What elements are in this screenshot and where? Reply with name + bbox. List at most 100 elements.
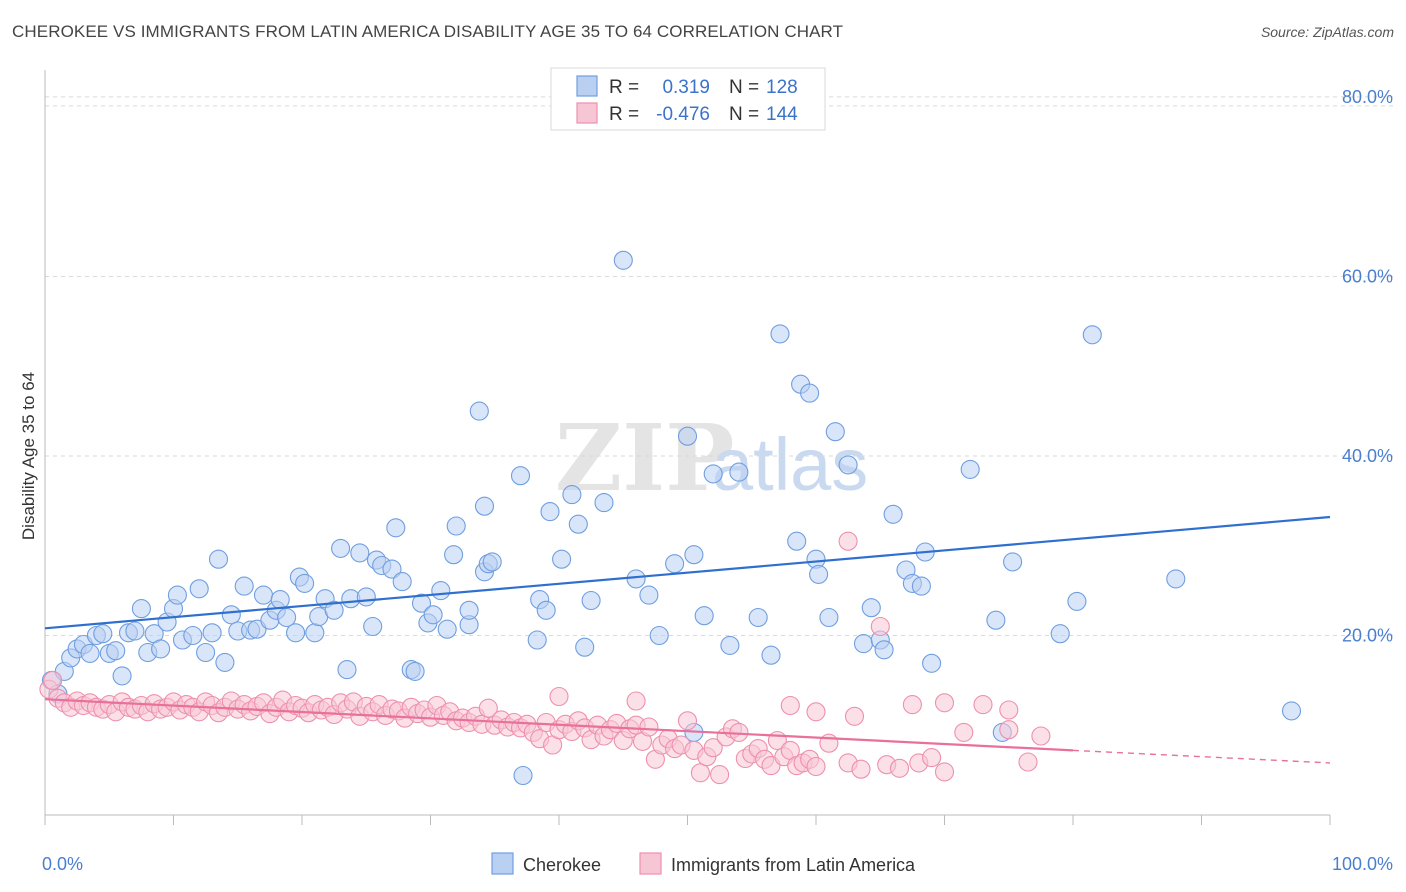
latin-point <box>806 756 826 777</box>
stats-swatch-latin <box>576 102 598 124</box>
cherokee-point <box>431 581 451 601</box>
latin-point <box>844 706 865 726</box>
latin-point <box>1018 752 1038 772</box>
cherokee-point <box>423 605 443 625</box>
chart-title: CHEROKEE VS IMMIGRANTS FROM LATIN AMERIC… <box>12 22 844 41</box>
cherokee-point <box>761 645 781 665</box>
cherokee-point <box>392 572 412 592</box>
latin-point <box>934 693 955 713</box>
y-tick-label-1: 40.0% <box>1342 446 1393 466</box>
cherokee-point <box>677 426 698 446</box>
cherokee-point <box>562 485 582 505</box>
stats-swatch-cherokee <box>576 75 598 97</box>
cherokee-point <box>960 459 980 479</box>
cherokee-point <box>639 585 659 605</box>
cherokee-point <box>482 552 502 572</box>
cherokee-points <box>41 250 1302 786</box>
trend-lines <box>44 515 1331 764</box>
cherokee-point <box>809 564 829 584</box>
stats-n-label-cherokee: N = <box>729 77 759 98</box>
cherokee-point <box>350 543 370 563</box>
cherokee-point <box>234 576 254 596</box>
legend-swatch-cherokee <box>491 852 514 875</box>
y-tick-label-0: 20.0% <box>1342 625 1393 645</box>
stats-r-value-latin: -0.476 <box>656 104 710 125</box>
latin-point <box>934 762 955 782</box>
cherokee-point <box>568 514 588 534</box>
gridlines <box>45 96 1395 636</box>
stats-n-value-cherokee: 128 <box>766 77 798 98</box>
cherokee-point <box>1050 624 1070 644</box>
cherokee-point <box>459 600 479 620</box>
cherokee-point <box>331 538 351 558</box>
y-axis-label: Disability Age 35 to 64 <box>19 372 38 540</box>
cherokee-trend-line <box>44 515 1331 630</box>
cherokee-point <box>469 401 489 421</box>
cherokee-point <box>386 518 406 538</box>
legend-swatch-latin <box>639 852 662 875</box>
cherokee-point <box>474 496 495 516</box>
cherokee-point <box>883 504 903 524</box>
latin-point <box>851 759 871 779</box>
cherokee-point <box>536 600 556 620</box>
latin-point <box>889 758 910 778</box>
stats-r-label-cherokee: R = <box>609 77 639 98</box>
source-credit: Source: ZipAtlas.com <box>1260 24 1394 40</box>
cherokee-point <box>167 585 187 605</box>
cherokee-point <box>527 630 547 650</box>
latin-point <box>954 722 974 742</box>
latin-point <box>710 765 730 785</box>
cherokee-point <box>552 549 572 569</box>
latin-trend-line-extension <box>1072 749 1331 764</box>
cherokee-point <box>649 625 669 646</box>
latin-point <box>922 748 942 768</box>
cherokee-point <box>1003 552 1023 572</box>
y-tick-labels: 20.0% 40.0% 60.0% 80.0% <box>1342 87 1393 646</box>
cherokee-point <box>106 641 126 661</box>
cherokee-point <box>151 639 171 659</box>
stats-n-value-latin: 144 <box>766 104 798 125</box>
x-tick-label-0: 0.0% <box>42 854 83 874</box>
cherokee-point <box>446 516 466 536</box>
cherokee-point <box>825 422 845 442</box>
cherokee-point <box>93 624 113 644</box>
cherokee-point <box>861 598 881 618</box>
cherokee-point <box>613 250 633 270</box>
latin-point <box>902 695 922 715</box>
cherokee-point <box>513 765 533 786</box>
cherokee-point <box>819 607 839 628</box>
latin-point <box>639 717 659 737</box>
cherokee-point <box>594 493 614 513</box>
cherokee-point <box>703 464 723 484</box>
cherokee-point <box>665 554 685 574</box>
latin-trend-line <box>44 698 1074 752</box>
cherokee-point <box>748 607 768 628</box>
legend: Cherokee Immigrants from Latin America <box>491 852 916 875</box>
cherokee-point <box>922 653 942 673</box>
legend-label-cherokee: Cherokee <box>523 855 601 875</box>
latin-point <box>999 720 1019 740</box>
cherokee-point <box>575 637 595 657</box>
cherokee-point <box>131 599 151 619</box>
y-tick-label-2: 60.0% <box>1342 266 1393 286</box>
latin-point <box>626 691 646 711</box>
cherokee-point <box>694 606 714 626</box>
latin-point <box>549 686 569 707</box>
cherokee-point <box>684 545 704 565</box>
stats-r-label-latin: R = <box>609 104 639 125</box>
cherokee-point <box>729 462 749 482</box>
cherokee-point <box>911 576 931 596</box>
cherokee-point <box>581 590 601 611</box>
cherokee-point <box>337 660 357 680</box>
cherokee-point <box>770 324 790 344</box>
cherokee-point <box>183 625 203 646</box>
latin-point <box>703 738 723 758</box>
x-tick-labels: 0.0% 100.0% <box>42 854 1393 874</box>
cherokee-point <box>540 502 560 522</box>
stats-r-value-cherokee: 0.319 <box>662 77 710 98</box>
cherokee-point <box>356 587 376 607</box>
cherokee-point <box>838 455 858 475</box>
latin-point <box>677 711 698 731</box>
latin-point <box>806 702 826 722</box>
